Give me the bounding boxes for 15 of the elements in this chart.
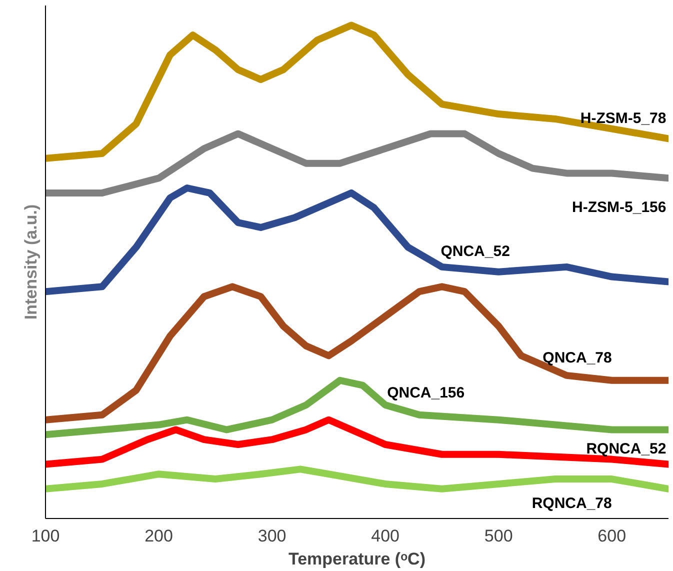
x-axis-title: Temperature (ᵒC) bbox=[288, 550, 426, 568]
series-label: RQNCA_78 bbox=[532, 495, 612, 512]
series-label: RQNCA_52 bbox=[586, 440, 666, 458]
series-label: QNCA_52 bbox=[440, 242, 510, 260]
series-label: H-ZSM-5_156 bbox=[572, 199, 666, 216]
x-tick-label: 300 bbox=[258, 526, 286, 546]
x-tick-label: 500 bbox=[484, 526, 513, 546]
x-tick-label: 100 bbox=[31, 526, 60, 546]
series-label: H-ZSM-5_78 bbox=[580, 110, 666, 128]
x-tick-label: 400 bbox=[371, 526, 400, 546]
x-tick-label: 600 bbox=[598, 526, 626, 546]
y-axis-title: Intensity (a.u.) bbox=[22, 204, 40, 320]
x-tick-label: 200 bbox=[144, 526, 173, 546]
series-label: QNCA_156 bbox=[387, 384, 465, 402]
series-label: QNCA_78 bbox=[542, 350, 612, 367]
